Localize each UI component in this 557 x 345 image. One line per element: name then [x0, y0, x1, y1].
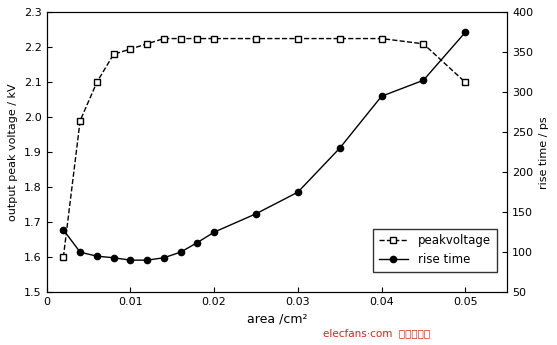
- Text: elecfans·com  电子发烧友: elecfans·com 电子发烧友: [323, 328, 430, 338]
- rise time: [94, 254, 100, 258]
- rise time: [253, 212, 260, 216]
- rise time: [194, 240, 201, 245]
- Y-axis label: rise time / ps: rise time / ps: [539, 116, 549, 189]
- peakvoltage: [94, 80, 100, 85]
- X-axis label: area /cm²: area /cm²: [247, 313, 307, 326]
- peakvoltage: [253, 37, 260, 41]
- rise time: [160, 256, 167, 260]
- rise time: [77, 250, 84, 254]
- rise time: [60, 228, 67, 232]
- rise time: [295, 190, 301, 194]
- rise time: [110, 256, 117, 260]
- Line: rise time: rise time: [60, 29, 468, 263]
- Line: peakvoltage: peakvoltage: [60, 36, 468, 260]
- peakvoltage: [144, 42, 150, 46]
- Y-axis label: output peak voltage / kV: output peak voltage / kV: [8, 83, 18, 221]
- rise time: [462, 30, 468, 34]
- peakvoltage: [110, 52, 117, 56]
- Legend: peakvoltage, rise time: peakvoltage, rise time: [373, 228, 497, 272]
- rise time: [144, 258, 150, 262]
- peakvoltage: [160, 37, 167, 41]
- rise time: [378, 94, 385, 98]
- rise time: [177, 250, 184, 254]
- peakvoltage: [60, 255, 67, 259]
- peakvoltage: [127, 47, 134, 51]
- peakvoltage: [378, 37, 385, 41]
- peakvoltage: [295, 37, 301, 41]
- peakvoltage: [336, 37, 343, 41]
- peakvoltage: [194, 37, 201, 41]
- peakvoltage: [77, 119, 84, 123]
- rise time: [211, 230, 217, 234]
- peakvoltage: [462, 80, 468, 85]
- rise time: [127, 258, 134, 262]
- peakvoltage: [420, 42, 427, 46]
- rise time: [336, 146, 343, 150]
- rise time: [420, 78, 427, 82]
- peakvoltage: [211, 37, 217, 41]
- peakvoltage: [177, 37, 184, 41]
